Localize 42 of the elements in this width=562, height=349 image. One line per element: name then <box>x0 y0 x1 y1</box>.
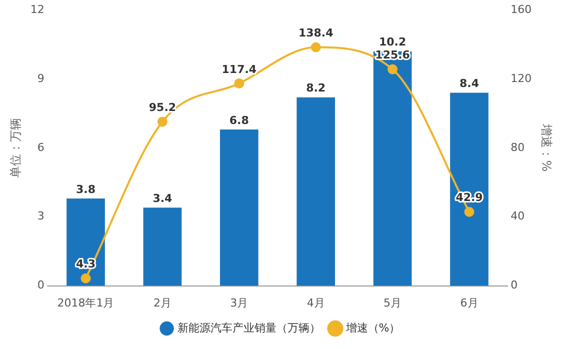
bar <box>220 130 258 286</box>
y-tick-label: 3 <box>37 210 44 223</box>
data-label: 8.4 <box>460 77 480 90</box>
point <box>464 206 474 217</box>
y2-axis-title: 增速：% <box>540 123 554 172</box>
data-label: 10.2 <box>378 36 406 49</box>
point <box>157 116 168 127</box>
point <box>310 42 321 52</box>
bar <box>143 208 182 286</box>
y-tick-label: 6 <box>37 140 44 154</box>
y-tick-label: 12 <box>30 2 44 16</box>
bar <box>373 51 412 286</box>
point <box>234 78 244 88</box>
data-label: 125.6 <box>375 48 410 62</box>
y-tick-label: 0 <box>37 278 44 292</box>
y-axis-title: 单位：万辆 <box>8 118 22 178</box>
legend-label: 增速（%） <box>344 321 400 334</box>
point <box>80 273 91 284</box>
data-label: 95.2 <box>148 101 176 114</box>
bar <box>296 97 336 286</box>
y2-tick-label: 0 <box>510 278 518 292</box>
data-label: 138.4 <box>298 26 334 40</box>
y2-tick-label: 80 <box>510 140 525 154</box>
y2-tick-label: 40 <box>510 210 525 223</box>
x-tick-label: 6月 <box>460 296 478 310</box>
x-tick-label: 3月 <box>230 296 248 310</box>
legend-label: 新能源汽车产业销量（万辆） <box>177 321 320 334</box>
x-tick-label: 4月 <box>306 296 325 310</box>
point <box>388 64 398 74</box>
data-label: 3.4 <box>152 192 173 206</box>
data-label: 8.2 <box>306 82 326 95</box>
data-label: 117.4 <box>222 62 257 76</box>
data-label: 3.8 <box>76 182 96 196</box>
y2-tick-label: 160 <box>510 2 532 16</box>
bar <box>66 198 105 286</box>
x-tick-label: 2018年1月 <box>57 296 114 310</box>
x-tick-label: 2月 <box>153 296 172 310</box>
x-tick-label: 5月 <box>384 296 402 310</box>
y2-tick-label: 120 <box>510 72 532 85</box>
data-label: 6.8 <box>229 114 249 127</box>
y-tick-label: 9 <box>37 72 44 85</box>
bar <box>450 92 488 286</box>
